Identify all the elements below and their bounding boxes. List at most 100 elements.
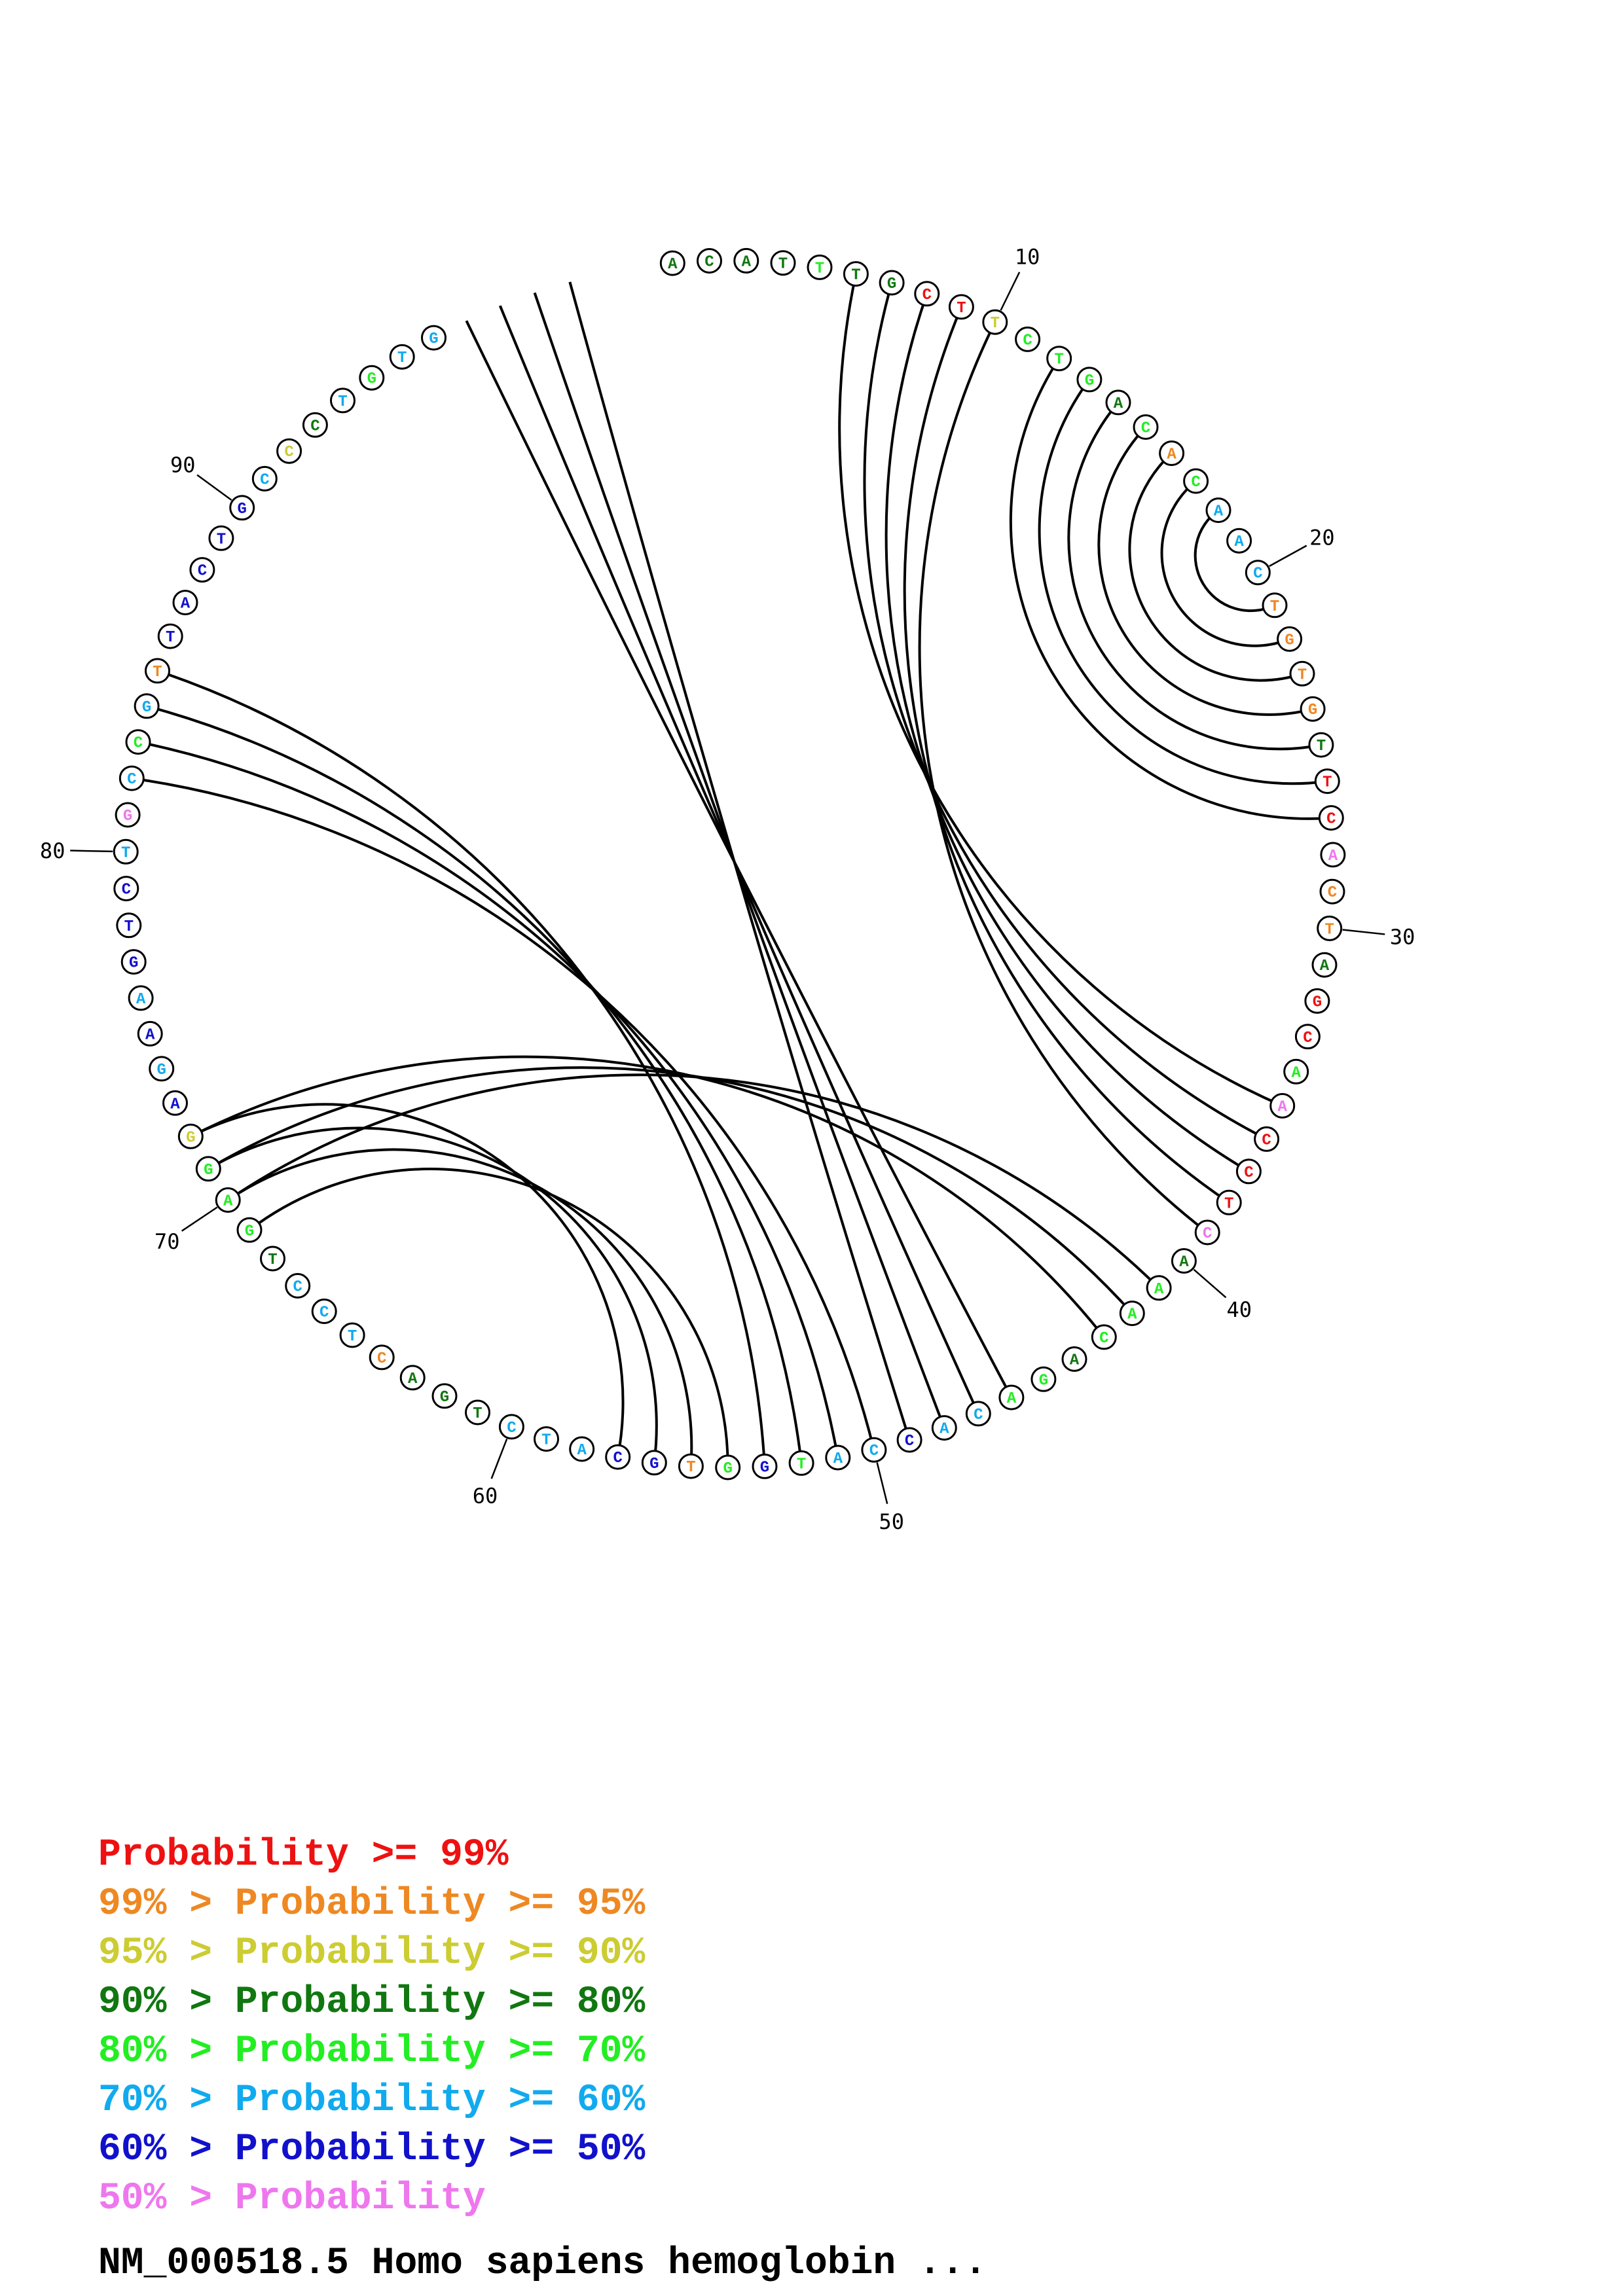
nucleotide-circle: [251, 465, 278, 492]
legend-entry-prob-70: 80% > Probability >= 70%: [98, 2028, 645, 2075]
nucleotide-letter: G: [1039, 1372, 1048, 1390]
nucleotide-letter: T: [957, 300, 966, 317]
nucleotide: C: [125, 729, 151, 755]
nucleotide-letter: T: [1224, 1195, 1233, 1213]
nucleotide-letter: C: [922, 287, 932, 304]
nucleotide: A: [1311, 952, 1338, 978]
base-pair-arc: [156, 670, 766, 1467]
nucleotide-letter: G: [429, 331, 438, 348]
nucleotide-ring: A C A T T T GCTTCTGACACAACTGTGTTCACTAGCAACCTCA…: [113, 247, 1346, 1480]
nucleotide-circle: [369, 1344, 395, 1371]
nucleotide-circle: [1318, 805, 1344, 831]
nucleotide: A: [1226, 528, 1252, 554]
position-tick: [490, 1439, 508, 1479]
nucleotide: G: [1300, 696, 1326, 722]
nucleotide: T: [948, 294, 974, 320]
nucleotide: A: [1061, 1346, 1087, 1372]
nucleotide-letter: T: [1317, 738, 1326, 755]
base-pair-arc: [190, 1103, 625, 1458]
nucleotide: C: [861, 1437, 887, 1463]
nucleotide: C: [1183, 468, 1209, 494]
nucleotide-circle: [1289, 660, 1315, 687]
position-tick: [196, 474, 232, 501]
base-pair-arc: [1038, 378, 1328, 785]
nucleotide-letter: T: [1054, 351, 1063, 369]
nucleotide-letter: T: [797, 1456, 806, 1473]
nucleotide: C: [251, 465, 278, 492]
nucleotide-circle: [149, 1056, 175, 1082]
nucleotide-circle: [285, 1273, 311, 1299]
base-pair-arc: [1128, 452, 1303, 682]
nucleotide-circle: [339, 1322, 365, 1348]
legend-entry-prob-99: Probability >= 99%: [98, 1832, 509, 1879]
nucleotide: C: [1015, 326, 1041, 352]
nucleotide-circle: [134, 693, 160, 719]
legend-label: Probability: [234, 2178, 486, 2220]
nucleotide-letter: G: [887, 276, 896, 293]
nucleotide-circle: [948, 294, 974, 320]
nucleotide-letter: T: [217, 531, 226, 548]
nucleotide-circle: [145, 658, 170, 684]
nucleotide-letter: T: [473, 1405, 482, 1423]
position-tick-label: 20: [1309, 526, 1335, 550]
nucleotide-letter: A: [1234, 533, 1244, 551]
nucleotide: T: [1262, 592, 1288, 619]
nucleotide: C: [1245, 560, 1271, 586]
nucleotide: A: [1159, 440, 1185, 466]
nucleotide-circle: [1319, 878, 1345, 905]
nucleotide-circle: [1133, 414, 1159, 440]
nucleotide: T: [982, 309, 1008, 335]
nucleotide: C: [369, 1344, 395, 1371]
base-pair-arcs: [132, 274, 1332, 1468]
nucleotide-circle: [1146, 1275, 1172, 1301]
nucleotide-letter: G: [723, 1460, 732, 1478]
nucleotide: G: [120, 949, 147, 975]
nucleotide-circle: [1262, 592, 1288, 619]
nucleotide-circle: [861, 1437, 887, 1463]
nucleotide-letter: T: [397, 350, 407, 367]
nucleotide-circle: [1015, 326, 1041, 352]
legend-label: Probability >= 99%: [98, 1834, 509, 1876]
nucleotide-circle: [1119, 1300, 1145, 1327]
nucleotide: G: [1304, 988, 1330, 1014]
nucleotide-circle: [1183, 468, 1209, 494]
nucleotide-circle: [1308, 732, 1334, 758]
nucleotide-circle: [569, 1436, 595, 1462]
nucleotide: A: [1105, 389, 1131, 416]
base-pair-arc: [227, 1148, 693, 1467]
nucleotide: C: [1254, 1126, 1280, 1152]
nucleotide-letter: A: [1277, 1099, 1287, 1117]
nucleotide: C: [189, 557, 215, 583]
nucleotide-letter: A: [1320, 958, 1330, 975]
position-tick-label: 40: [1227, 1297, 1252, 1322]
base-pair-arc: [132, 777, 875, 1450]
nucleotide-circle: [1294, 1024, 1321, 1050]
nucleotide-circle: [1194, 1219, 1220, 1246]
nucleotide: C: [311, 1299, 337, 1324]
nucleotide-letter: T: [851, 267, 860, 285]
nucleotide-circle: [302, 412, 328, 438]
nucleotide: A: [1269, 1093, 1296, 1119]
nucleotide-circle: [389, 344, 415, 370]
nucleotide-circle: [189, 557, 215, 583]
base-pair-arc: [1097, 426, 1313, 716]
nucleotide-circle: [825, 1444, 851, 1471]
nucleotide-letter: T: [778, 256, 788, 274]
nucleotide: G: [1076, 367, 1103, 393]
nucleotide-letter: G: [186, 1129, 195, 1147]
nucleotide-circle: [659, 250, 685, 276]
nucleotide-letter: A: [1127, 1306, 1137, 1324]
nucleotide-letter: T: [153, 664, 162, 681]
nucleotide: T: [330, 387, 356, 414]
nucleotide-letter: A: [1114, 395, 1123, 413]
nucleotide: A: [1119, 1300, 1145, 1327]
base-pair-arc: [918, 321, 1209, 1234]
nucleotide: G: [149, 1056, 175, 1082]
nucleotide-circle: [465, 1399, 490, 1426]
nucleotide-letter: C: [1244, 1164, 1253, 1182]
nucleotide-circle: [311, 1299, 337, 1324]
nucleotide: C: [1294, 1024, 1321, 1050]
nucleotide-circle: [1283, 1058, 1309, 1085]
position-tick: [181, 1206, 218, 1232]
nucleotide-circle: [678, 1453, 704, 1479]
